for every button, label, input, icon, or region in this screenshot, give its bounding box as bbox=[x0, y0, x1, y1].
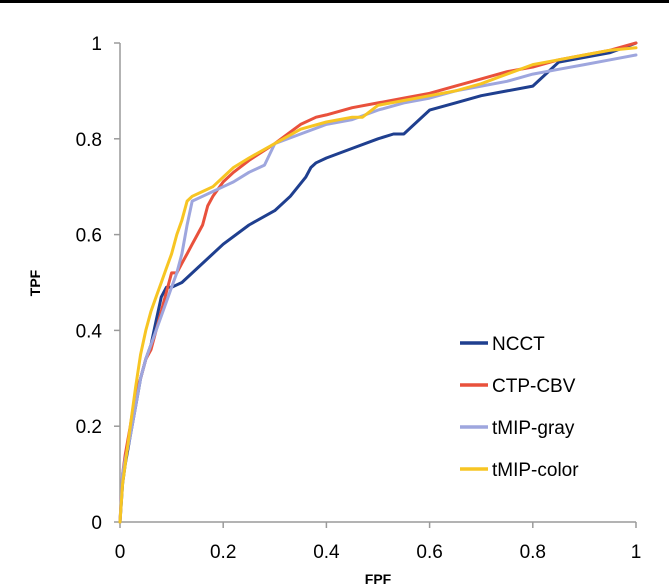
legend-label-ncct: NCCT bbox=[492, 334, 545, 355]
y-tick-label: 1 bbox=[91, 34, 102, 55]
x-tick-label: 0.6 bbox=[416, 542, 442, 563]
y-axis-title: TPF bbox=[27, 269, 43, 296]
legend-label-tmip-color: tMIP-color bbox=[492, 460, 579, 481]
x-axis-title: FPF bbox=[365, 571, 392, 587]
x-tick-label: 0.2 bbox=[210, 542, 236, 563]
x-tick-label: 1 bbox=[631, 542, 642, 563]
top-rule bbox=[0, 0, 669, 3]
axes: 0 0.2 0.4 0.6 0.8 1 0 0.2 0.4 0.6 0.8 1 bbox=[76, 34, 642, 563]
y-tick-label: 0.2 bbox=[76, 417, 102, 438]
x-tick-label: 0.8 bbox=[520, 542, 546, 563]
series-layer bbox=[118, 41, 638, 524]
legend-label-tmip-gray: tMIP-gray bbox=[492, 418, 575, 439]
legend: NCCT CTP-CBV tMIP-gray tMIP-color bbox=[460, 334, 579, 481]
series-line-ctp-cbv bbox=[118, 41, 638, 524]
x-tick-label: 0.4 bbox=[313, 542, 340, 563]
y-tick-label: 0.6 bbox=[76, 226, 102, 247]
series-line-tmip-gray bbox=[118, 53, 638, 524]
legend-label-ctp-cbv: CTP-CBV bbox=[492, 376, 576, 397]
series-line-tmip-color bbox=[118, 46, 638, 524]
y-tick-label: 0 bbox=[91, 513, 102, 534]
y-tick-label: 0.4 bbox=[76, 321, 103, 342]
y-tick-label: 0.8 bbox=[76, 130, 102, 151]
x-tick-label: 0 bbox=[115, 542, 126, 563]
series-line-ncct bbox=[118, 41, 638, 524]
